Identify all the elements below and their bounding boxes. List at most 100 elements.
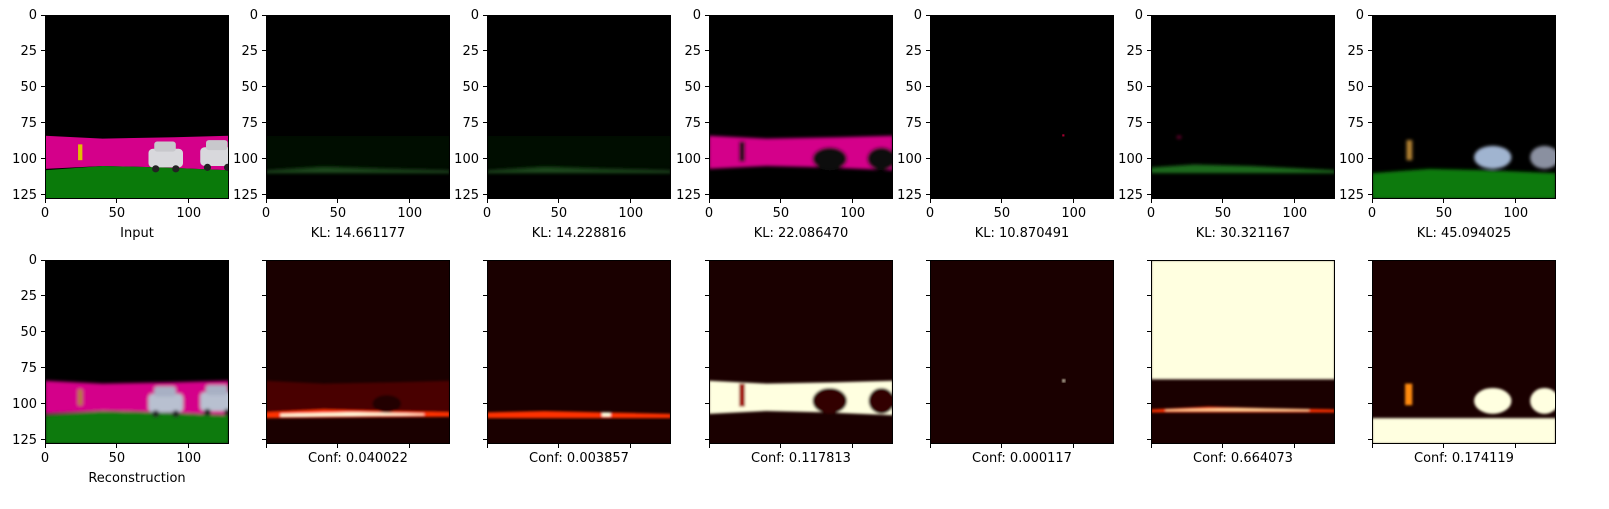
- y-tick: [705, 259, 709, 261]
- y-tick-label: 50: [684, 79, 701, 95]
- grass-region: [45, 410, 229, 444]
- y-tick: [926, 122, 930, 124]
- car-roof-mark: [154, 141, 176, 152]
- y-tick: [1147, 86, 1151, 88]
- y-tick: [41, 331, 45, 333]
- bottom-panel-3: [487, 260, 671, 444]
- x-tick: [1001, 444, 1003, 448]
- y-tick-label: 50: [20, 324, 37, 340]
- panel-caption: Conf: 0.003857: [529, 451, 629, 466]
- segmentation-image: [1372, 15, 1556, 199]
- heat-pedestrian: [739, 383, 745, 407]
- heat-band: [487, 410, 671, 419]
- heat-grass: [1372, 418, 1556, 444]
- faint-road: [266, 135, 450, 168]
- x-tick: [1515, 199, 1517, 203]
- y-tick: [705, 403, 709, 405]
- y-tick-label: 25: [20, 288, 37, 304]
- x-tick-label: 0: [1146, 206, 1156, 221]
- x-tick: [630, 444, 632, 448]
- y-tick: [926, 194, 930, 196]
- y-tick: [1368, 14, 1372, 16]
- y-tick-label: 0: [1134, 8, 1143, 23]
- y-tick: [926, 439, 930, 441]
- y-tick-label: 100: [676, 151, 701, 167]
- y-tick: [926, 403, 930, 405]
- heat-core: [602, 412, 611, 417]
- y-tick: [483, 14, 487, 16]
- y-tick: [926, 367, 930, 369]
- y-tick: [483, 158, 487, 160]
- y-tick: [1368, 367, 1372, 369]
- wheel-mark: [203, 163, 212, 171]
- road-region: [709, 135, 893, 171]
- x-tick-label: 100: [176, 206, 202, 221]
- y-tick: [926, 259, 930, 261]
- y-tick: [262, 86, 266, 88]
- wheel-mark: [223, 163, 229, 171]
- y-tick-label: 50: [20, 79, 37, 95]
- panel-caption: Conf: 0.040022: [308, 451, 408, 466]
- y-tick-label: 50: [905, 79, 922, 95]
- faint-grass-line: [266, 167, 450, 174]
- heat-pedestrian: [1405, 383, 1413, 406]
- segmentation-image: [930, 15, 1114, 199]
- segmentation-image: [45, 15, 229, 199]
- y-tick-label: 0: [692, 8, 701, 23]
- x-tick: [44, 444, 46, 448]
- x-tick: [1073, 444, 1075, 448]
- x-tick: [1073, 199, 1075, 203]
- y-tick-label: 0: [470, 8, 479, 23]
- y-tick: [483, 295, 487, 297]
- y-tick-label: 100: [1339, 151, 1364, 167]
- wheel-mark: [223, 408, 229, 416]
- y-tick: [926, 295, 930, 297]
- y-tick: [1147, 403, 1151, 405]
- y-tick: [41, 295, 45, 297]
- grass-region: [45, 165, 229, 199]
- y-tick-label: 75: [1126, 115, 1143, 131]
- y-tick: [1147, 259, 1151, 261]
- y-tick-label: 50: [241, 79, 258, 95]
- y-tick: [1147, 367, 1151, 369]
- x-tick: [1150, 199, 1152, 203]
- y-tick: [41, 158, 45, 160]
- y-tick: [262, 331, 266, 333]
- wheel-mark: [172, 165, 180, 173]
- y-tick-label: 50: [462, 79, 479, 95]
- grass-region: [1372, 168, 1556, 199]
- top-panel-6: [1151, 15, 1335, 199]
- x-tick: [1443, 444, 1445, 448]
- y-tick: [262, 158, 266, 160]
- y-tick-label: 125: [1118, 187, 1143, 203]
- bottom-panel-4: [709, 260, 893, 444]
- panel-caption: KL: 30.321167: [1195, 226, 1291, 241]
- road-fleck: [1176, 135, 1182, 139]
- heat-background: [930, 260, 1114, 444]
- y-tick: [926, 158, 930, 160]
- x-tick: [116, 199, 118, 203]
- y-tick-label: 25: [241, 43, 258, 59]
- confidence-heatmap: [709, 260, 893, 444]
- y-tick: [1147, 14, 1151, 16]
- y-tick: [1147, 295, 1151, 297]
- y-tick-label: 125: [12, 187, 37, 203]
- top-panel-1: [45, 15, 229, 199]
- y-tick: [483, 122, 487, 124]
- car-shadow: [867, 147, 893, 171]
- x-tick: [116, 444, 118, 448]
- y-tick: [483, 194, 487, 196]
- wheel-mark: [203, 408, 212, 416]
- x-tick-label: 0: [40, 451, 50, 466]
- bottom-panel-2: [266, 260, 450, 444]
- y-tick: [1368, 194, 1372, 196]
- y-tick-label: 125: [897, 187, 922, 203]
- y-tick-label: 0: [28, 253, 37, 268]
- x-tick: [780, 444, 782, 448]
- y-tick: [705, 86, 709, 88]
- y-tick: [705, 439, 709, 441]
- y-tick-label: 100: [1118, 151, 1143, 167]
- panel-caption: KL: 45.094025: [1416, 226, 1512, 241]
- heat-car: [812, 387, 847, 414]
